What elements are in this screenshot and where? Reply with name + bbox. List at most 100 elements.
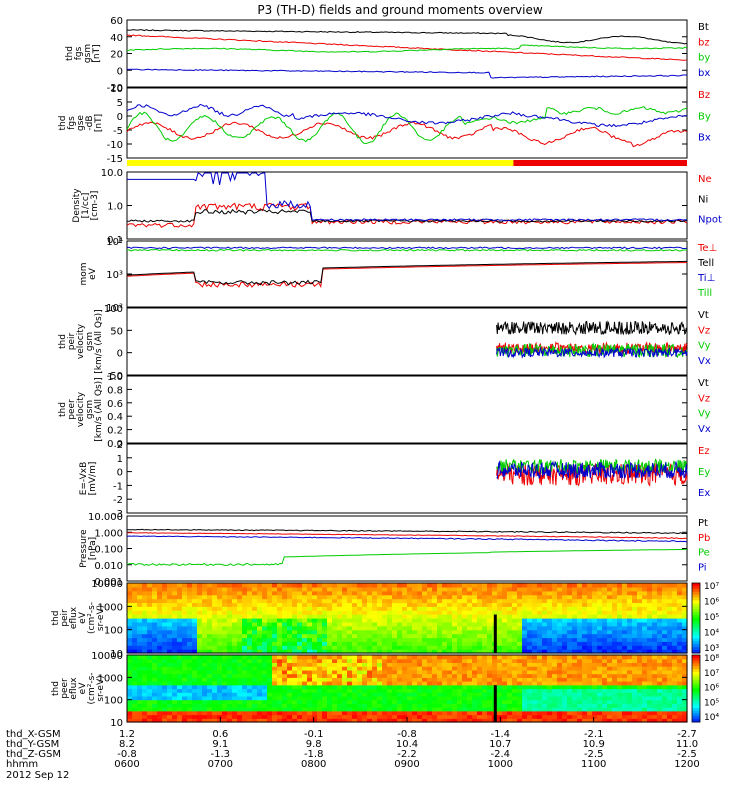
heatmap-cell [532,629,538,635]
heatmap-cell [167,586,173,592]
heatmap-cell [512,692,518,697]
heatmap-cell [247,677,253,682]
heatmap-cell [202,645,208,650]
heatmap-cell [477,606,483,611]
heatmap-cell [482,641,488,646]
heatmap-cell [187,669,193,675]
heatmap-cell [662,681,668,686]
heatmap-cell [172,629,178,635]
heatmap-cell [597,618,603,623]
heatmap-cell [232,586,238,592]
heatmap-cell [132,707,138,712]
panel-peer_velocity: 1.00.80.60.40.20.0thdpeervelocitygsm[km/… [58,372,711,450]
heatmap-cell [662,718,668,723]
heatmap-cell [387,610,393,615]
heatmap-cell [547,707,553,712]
heatmap-cell [377,707,383,712]
heatmap-cell [357,695,363,701]
heatmap-cell [252,645,258,650]
heatmap-cell [332,641,338,646]
heatmap-cell [582,606,588,611]
heatmap-cell [227,594,233,600]
heatmap-cell [172,699,178,704]
heatmap-cell [397,614,403,619]
heatmap-cell [317,666,323,671]
heatmap-cell [257,692,263,697]
heatmap-cell [582,677,588,682]
heatmap-cell [467,688,473,693]
heatmap-cell [282,658,288,663]
heatmap-cell [147,655,153,660]
heatmap-cell [487,606,493,611]
heatmap-cell [402,645,408,650]
heatmap-cell [422,645,428,650]
heatmap-cell [317,629,323,635]
heatmap-cell [277,637,283,642]
heatmap-cell [547,586,553,592]
heatmap-cell [387,602,393,607]
heatmap-cell [172,625,178,631]
heatmap-cell [212,710,218,716]
heatmap-cell [222,703,228,708]
heatmap-cell [677,602,683,607]
heatmap-cell [307,614,313,619]
heatmap-cell [382,703,388,708]
heatmap-cell [602,594,608,600]
heatmap-cell [327,583,333,588]
heatmap-cell [682,602,688,607]
heatmap-cell [222,677,228,682]
heatmap-cell [362,602,368,607]
heatmap-cell [142,594,148,600]
heatmap-cell [447,586,453,592]
heatmap-cell [237,718,243,723]
heatmap-cell [407,714,413,719]
heatmap-cell [587,714,593,719]
heatmap-cell [337,583,343,588]
heatmap-cell [512,669,518,675]
heatmap-cell [622,655,628,660]
heatmap-cell [367,718,373,723]
heatmap-cell [482,590,488,596]
heatmap-cell [472,621,478,627]
heatmap-cell [137,669,143,675]
heatmap-cell [212,594,218,600]
heatmap-cell [342,606,348,611]
series-Te⊥ [126,262,688,289]
heatmap-cell [652,629,658,635]
heatmap-cell [322,586,328,592]
heatmap-cell [612,703,618,708]
heatmap-cell [192,688,198,693]
heatmap-cell [137,681,143,686]
heatmap-cell [472,633,478,639]
heatmap-cell [587,681,593,686]
heatmap-cell [142,673,148,678]
heatmap-cell [622,666,628,671]
heatmap-cell [627,677,633,682]
heatmap-cell [617,602,623,607]
heatmap-cell [377,695,383,701]
heatmap-cell [202,692,208,697]
heatmap-cell [382,655,388,660]
heatmap-cell [622,590,628,596]
heatmap-cell [257,658,263,663]
heatmap-cell [297,692,303,697]
heatmap-cell [137,699,143,704]
heatmap-cell [137,688,143,693]
heatmap-cell [242,695,248,701]
heatmap-cell [242,649,248,654]
heatmap-cell [622,684,628,690]
heatmap-cell [597,641,603,646]
heatmap-cell [332,586,338,592]
heatmap-cell [607,649,613,654]
heatmap-cell [467,655,473,660]
heatmap-cell [312,673,318,678]
heatmap-cell [207,610,213,615]
heatmap-cell [592,637,598,642]
heatmap-cell [502,645,508,650]
heatmap-cell [442,718,448,723]
y-tick-label: 40 [110,33,123,44]
heatmap-cell [662,602,668,607]
heatmap-cell [477,655,483,660]
heatmap-cell [282,618,288,623]
heatmap-cell [207,714,213,719]
